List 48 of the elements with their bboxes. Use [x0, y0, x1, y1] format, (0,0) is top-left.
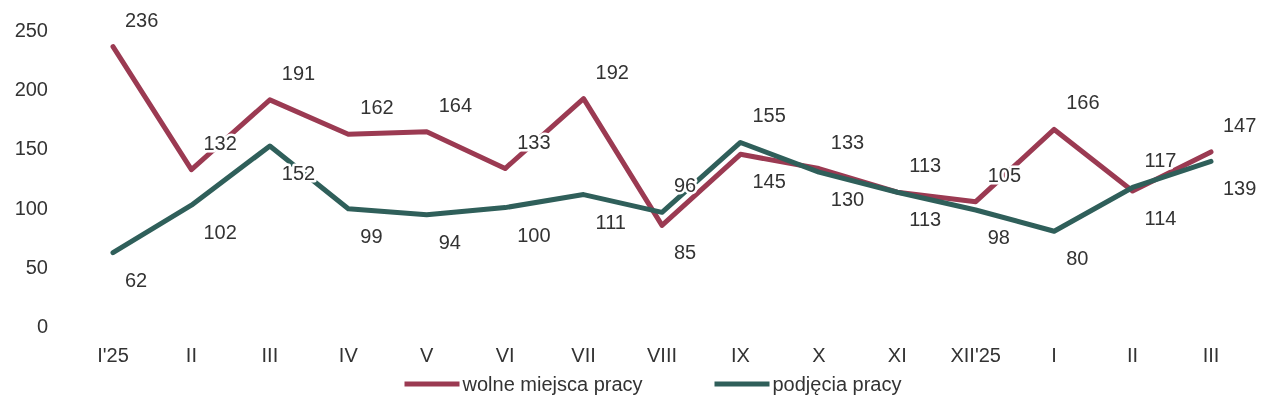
- y-tick-label: 0: [36, 315, 48, 337]
- x-tick-label: II: [185, 344, 197, 366]
- x-tick-label: IV: [338, 344, 359, 366]
- x-tick-label: VII: [571, 344, 596, 366]
- data-label: 130: [830, 188, 865, 211]
- data-label: 85: [674, 241, 697, 264]
- legend-label: wolne miejsca pracy: [461, 373, 643, 395]
- x-tick-label: V: [420, 344, 435, 366]
- y-tick-label: 100: [14, 196, 48, 219]
- data-label: 62: [125, 268, 148, 291]
- data-label: 111: [595, 210, 626, 233]
- y-tick-label: 150: [14, 137, 48, 160]
- data-label: 113: [909, 208, 942, 231]
- x-tick-label: III: [261, 344, 279, 366]
- legend-label: podjęcia pracy: [772, 373, 902, 395]
- data-label: 117: [1144, 149, 1177, 172]
- data-label: 113: [909, 154, 942, 177]
- data-label: 114: [1144, 207, 1177, 230]
- x-tick-label: VI: [495, 344, 515, 366]
- data-label: 236: [125, 8, 159, 31]
- data-label: 139: [1223, 177, 1257, 200]
- x-tick-label: I'25: [97, 344, 129, 366]
- data-label: 164: [438, 93, 473, 116]
- y-tick-label: 200: [14, 78, 48, 101]
- data-label: 192: [595, 60, 629, 83]
- x-tick-label: XI: [887, 344, 907, 366]
- y-tick-label: 50: [25, 255, 48, 278]
- data-label: 102: [203, 221, 237, 244]
- x-tick-label: I: [1051, 344, 1057, 366]
- data-label: 100: [517, 223, 551, 246]
- data-label: 133: [830, 130, 865, 153]
- data-label: 155: [752, 104, 786, 127]
- y-tick-label: 250: [14, 19, 48, 41]
- data-label: 145: [752, 170, 786, 193]
- x-tick-label: XII'25: [950, 344, 1001, 366]
- data-label: 80: [1066, 247, 1089, 270]
- data-label: 94: [438, 230, 461, 253]
- x-tick-label: IX: [730, 344, 750, 366]
- data-label: 166: [1066, 91, 1100, 114]
- data-label: 191: [281, 61, 316, 84]
- data-label: 99: [360, 224, 383, 247]
- x-tick-label: III: [1202, 344, 1220, 366]
- data-label: 162: [360, 96, 394, 119]
- data-label: 147: [1223, 113, 1257, 136]
- x-tick-label: VIII: [646, 344, 678, 366]
- data-label: 98: [987, 225, 1010, 248]
- x-tick-label: X: [812, 344, 826, 366]
- x-tick-label: II: [1127, 344, 1139, 366]
